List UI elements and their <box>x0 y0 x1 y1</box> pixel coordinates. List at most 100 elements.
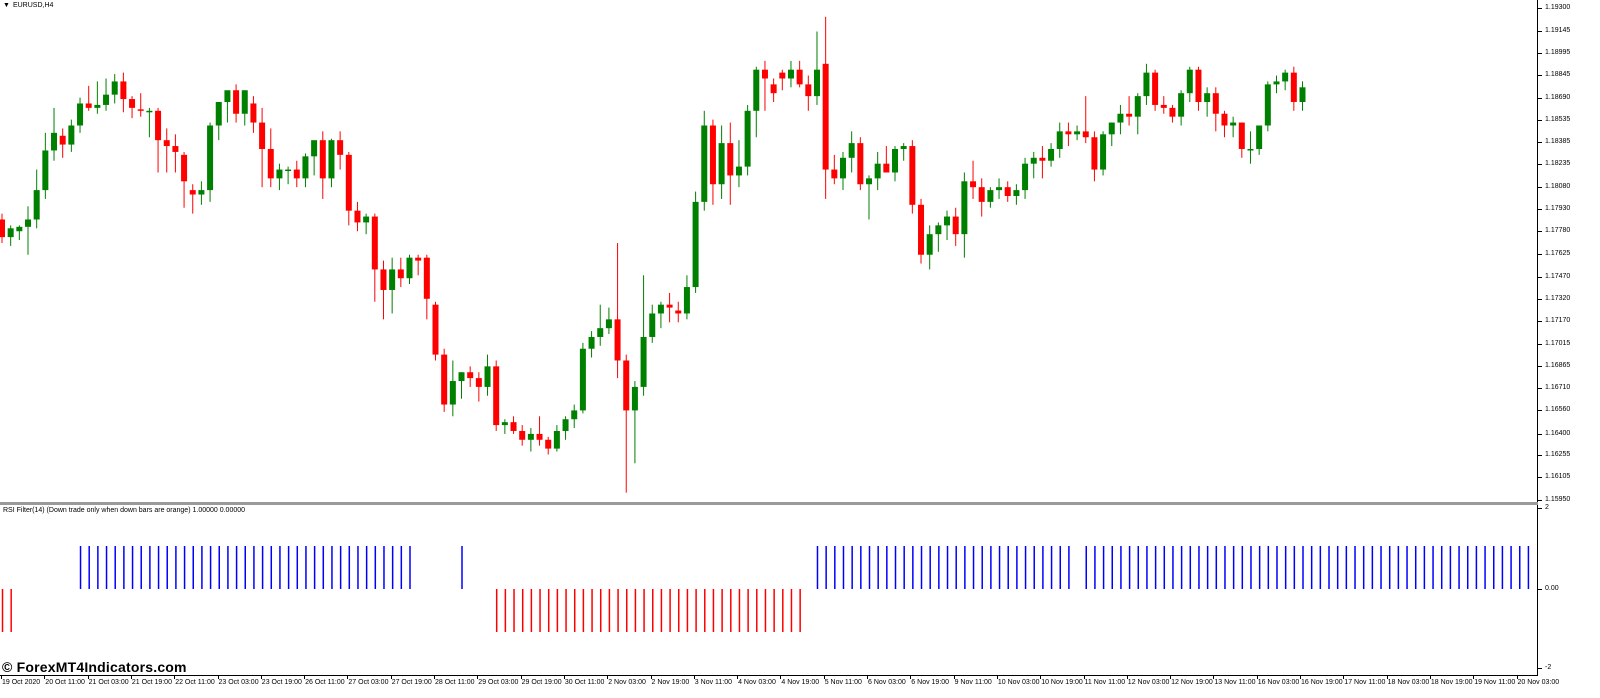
candle-bull[interactable] <box>1048 148 1055 161</box>
candle-bull[interactable] <box>501 422 508 426</box>
candle-bear[interactable] <box>831 169 838 179</box>
candle-bull[interactable] <box>389 269 396 290</box>
candle-bear[interactable] <box>432 304 439 355</box>
candle-bear[interactable] <box>1039 157 1046 161</box>
candle-bull[interactable] <box>1056 131 1063 149</box>
candle-bull[interactable] <box>944 216 951 226</box>
candle-bull[interactable] <box>1264 84 1271 126</box>
candle-bull[interactable] <box>1134 96 1141 117</box>
candle-bear[interactable] <box>397 269 404 279</box>
candle-bear[interactable] <box>1169 107 1176 117</box>
candle-bull[interactable] <box>302 156 309 179</box>
candle-bear[interactable] <box>623 360 630 411</box>
candle-bear[interactable] <box>415 257 422 261</box>
indicator-pane[interactable]: RSI Filter(14) (Down trade only when dow… <box>0 505 1538 675</box>
candle-bull[interactable] <box>1204 93 1211 102</box>
candle-bull[interactable] <box>1273 81 1280 85</box>
candle-bull[interactable] <box>198 190 205 195</box>
candle-bull[interactable] <box>553 430 560 449</box>
candle-bear[interactable] <box>1221 113 1228 126</box>
candle-bull[interactable] <box>579 348 586 411</box>
candle-bull[interactable] <box>241 90 248 114</box>
candle-bull[interactable] <box>1030 157 1037 164</box>
candle-bear[interactable] <box>727 143 734 176</box>
candle-bull[interactable] <box>1282 72 1289 82</box>
candle-bull[interactable] <box>1178 93 1185 117</box>
price-chart-pane[interactable]: ▼ EURUSD,H4 <box>0 0 1538 502</box>
candle-bull[interactable] <box>605 319 612 329</box>
candle-bear[interactable] <box>85 103 92 108</box>
candle-bull[interactable] <box>484 366 491 387</box>
candle-bull[interactable] <box>813 69 820 97</box>
candle-bull[interactable] <box>987 190 994 202</box>
candle-bull[interactable] <box>744 110 751 167</box>
candle-bull[interactable] <box>33 190 40 220</box>
candle-bear[interactable] <box>259 122 266 149</box>
candle-bear[interactable] <box>666 304 673 308</box>
candle-bull[interactable] <box>68 125 75 145</box>
candle-bull[interactable] <box>406 257 413 279</box>
candle-bear[interactable] <box>1091 137 1098 170</box>
candle-bear[interactable] <box>250 103 257 123</box>
candle-bull[interactable] <box>1299 87 1306 102</box>
candle-bull[interactable] <box>1247 148 1254 151</box>
candle-bear[interactable] <box>770 84 777 94</box>
candle-bear[interactable] <box>59 135 66 145</box>
candle-bull[interactable] <box>640 336 647 387</box>
candle-bull[interactable] <box>1074 131 1081 135</box>
candle-bull[interactable] <box>1100 134 1107 170</box>
candle-bear[interactable] <box>779 72 786 79</box>
candle-bull[interactable] <box>753 69 760 111</box>
candle-bull[interactable] <box>207 125 214 191</box>
candle-bear[interactable] <box>163 140 170 147</box>
candle-bear[interactable] <box>137 109 144 111</box>
candle-bear[interactable] <box>354 210 361 223</box>
candle-bear[interactable] <box>380 269 387 290</box>
candle-bull[interactable] <box>701 125 708 202</box>
candle-bull[interactable] <box>77 103 84 126</box>
candle-bull[interactable] <box>42 150 49 191</box>
pane-separator[interactable] <box>0 502 1538 505</box>
candle-bull[interactable] <box>276 169 283 179</box>
candle-bull[interactable] <box>311 140 318 157</box>
candle-bull[interactable] <box>25 219 32 227</box>
candle-bear[interactable] <box>857 143 864 185</box>
candle-bull[interactable] <box>1256 125 1263 149</box>
candle-bull[interactable] <box>363 216 370 223</box>
dropdown-triangle-icon[interactable]: ▼ <box>3 2 10 9</box>
candle-bull[interactable] <box>657 304 664 314</box>
candle-bear[interactable] <box>675 310 682 314</box>
candle-bull[interactable] <box>874 163 881 179</box>
candle-bear[interactable] <box>475 378 482 387</box>
candle-bear[interactable] <box>510 422 517 431</box>
candle-bull[interactable] <box>328 140 335 179</box>
candle-bear[interactable] <box>371 216 378 270</box>
candle-bear[interactable] <box>1152 72 1159 105</box>
candle-bull[interactable] <box>1230 122 1237 126</box>
candle-bull[interactable] <box>649 313 656 337</box>
candle-bear[interactable] <box>233 90 240 114</box>
candle-bull[interactable] <box>996 187 1003 191</box>
candle-bull[interactable] <box>631 386 638 411</box>
candle-bull[interactable] <box>7 228 14 238</box>
candle-bear[interactable] <box>761 69 768 79</box>
candle-bear[interactable] <box>293 169 300 179</box>
candle-bear[interactable] <box>883 163 890 173</box>
candle-bull[interactable] <box>215 101 222 126</box>
candle-bear[interactable] <box>1195 69 1202 102</box>
candle-bear[interactable] <box>493 366 500 426</box>
candle-bear[interactable] <box>909 146 916 205</box>
candle-bear[interactable] <box>467 372 474 379</box>
candle-bear[interactable] <box>337 140 344 155</box>
candle-bear[interactable] <box>805 84 812 97</box>
candle-bull[interactable] <box>103 94 110 105</box>
candle-bear[interactable] <box>536 433 543 440</box>
candle-bear[interactable] <box>129 99 136 108</box>
candle-bear[interactable] <box>822 63 829 170</box>
candle-bull[interactable] <box>1013 190 1020 196</box>
candle-bull[interactable] <box>1186 69 1193 94</box>
candle-bear[interactable] <box>181 154 188 182</box>
candle-bull[interactable] <box>51 132 58 151</box>
candle-bull[interactable] <box>285 169 292 172</box>
candle-bear[interactable] <box>519 430 526 440</box>
